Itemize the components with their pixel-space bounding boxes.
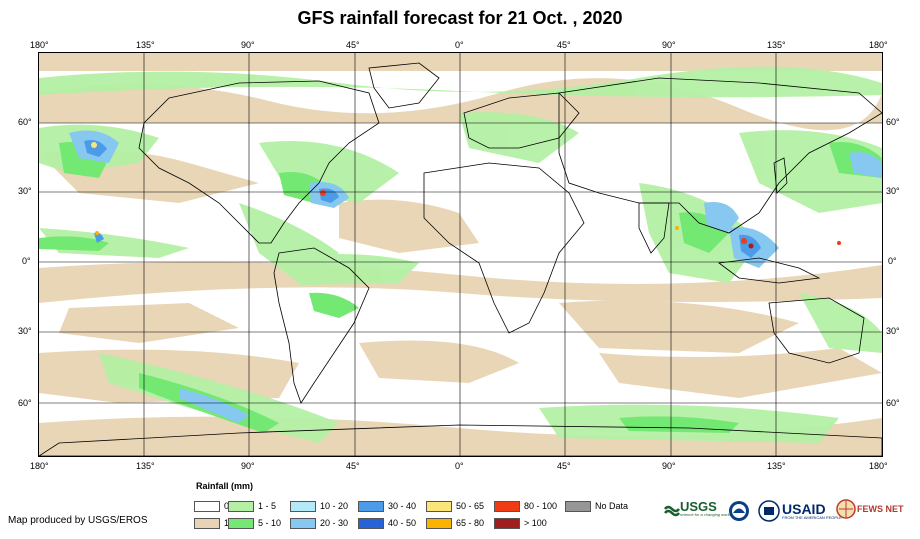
- usaid-seal-icon: [758, 500, 780, 522]
- lon-label: 90°: [662, 40, 676, 50]
- legend-item-4: 10 - 20: [290, 500, 348, 512]
- lon-label: 45°: [346, 461, 360, 471]
- lon-label: 135°: [136, 461, 155, 471]
- lat-label: 60°: [886, 398, 900, 408]
- rainfall-map-canvas: [39, 53, 882, 456]
- legend-swatch: [290, 500, 316, 512]
- lon-label: 180°: [30, 461, 49, 471]
- legend-item-5: 20 - 30: [290, 517, 348, 529]
- legend-label: > 100: [524, 518, 547, 528]
- legend-item-12: No Data: [565, 500, 628, 512]
- lon-label: 0°: [455, 461, 464, 471]
- usaid-wordmark: USAID: [782, 501, 826, 517]
- usaid-tagline: FROM THE AMERICAN PEOPLE: [782, 515, 842, 520]
- legend-swatch: [194, 500, 220, 512]
- legend-label: No Data: [595, 501, 629, 511]
- lon-label: 45°: [557, 461, 571, 471]
- legend-label: 80 - 100: [524, 501, 558, 511]
- legend-swatch: [228, 500, 254, 512]
- legend-swatch: [565, 500, 591, 512]
- map-title: GFS rainfall forecast for 21 Oct. , 2020: [297, 8, 623, 28]
- legend-swatch: [426, 500, 452, 512]
- legend-item-2: 1 - 5: [228, 500, 276, 512]
- legend-title: Rainfall (mm): [196, 481, 254, 491]
- noaa-logo: [728, 500, 750, 522]
- legend-item-10: 80 - 100: [494, 500, 557, 512]
- usgs-tagline: science for a changing world: [680, 512, 731, 517]
- legend-label: 40 - 50: [388, 518, 417, 528]
- legend-swatch: [290, 517, 316, 529]
- lon-label: 90°: [241, 461, 255, 471]
- lat-label: 60°: [18, 117, 32, 127]
- lon-label: 135°: [136, 40, 155, 50]
- legend-label: 10 - 20: [320, 501, 349, 511]
- lat-label: 30°: [886, 326, 900, 336]
- lon-label: 180°: [30, 40, 49, 50]
- legend-item-6: 30 - 40: [358, 500, 416, 512]
- rainfall-map: [38, 52, 883, 457]
- usgs-logo: USGS science for a changing world: [664, 500, 731, 517]
- legend-swatch: [358, 517, 384, 529]
- lat-label: 60°: [886, 117, 900, 127]
- fewsnet-globe-icon: [836, 499, 856, 519]
- legend-label: 50 - 65: [456, 501, 485, 511]
- legend-swatch: [494, 517, 520, 529]
- lon-label: 90°: [241, 40, 255, 50]
- lon-label: 0°: [455, 40, 464, 50]
- legend-label: 5 - 10: [258, 518, 282, 528]
- legend-label: 20 - 30: [320, 518, 349, 528]
- legend-item-3: 5 - 10: [228, 517, 281, 529]
- lat-label: 60°: [18, 398, 32, 408]
- legend-label: 1 - 5: [258, 501, 277, 511]
- lon-label: 180°: [869, 40, 888, 50]
- credit-text: Map produced by USGS/EROS: [8, 515, 148, 526]
- legend-swatch: [228, 517, 254, 529]
- legend-item-0: 0: [194, 500, 229, 512]
- legend-label: 30 - 40: [388, 501, 417, 511]
- lon-label: 180°: [869, 461, 888, 471]
- lon-label: 135°: [767, 40, 786, 50]
- continent-outlines: [39, 62, 882, 456]
- lon-label: 45°: [346, 40, 360, 50]
- usaid-logo: USAID FROM THE AMERICAN PEOPLE: [758, 500, 842, 522]
- legend-label: 65 - 80: [456, 518, 485, 528]
- legend-item-11: > 100: [494, 517, 547, 529]
- lon-label: 90°: [662, 461, 676, 471]
- lat-label: 30°: [18, 326, 32, 336]
- lat-label: 0°: [22, 256, 31, 266]
- legend-item-1: 1: [194, 517, 229, 529]
- lat-label: 0°: [888, 256, 897, 266]
- noaa-seal-icon: [729, 501, 749, 521]
- legend-swatch: [494, 500, 520, 512]
- rainfall-field: [39, 53, 882, 456]
- lon-label: 135°: [767, 461, 786, 471]
- legend-swatch: [358, 500, 384, 512]
- fewsnet-logo: FEWS NET: [836, 499, 904, 519]
- legend-label: 1: [224, 518, 230, 528]
- legend-label: 0: [224, 501, 230, 511]
- lat-label: 30°: [886, 186, 900, 196]
- legend-swatch: [426, 517, 452, 529]
- usgs-wordmark: USGS: [680, 499, 717, 514]
- legend-item-8: 50 - 65: [426, 500, 484, 512]
- graticule: [39, 53, 882, 456]
- legend-item-7: 40 - 50: [358, 517, 416, 529]
- lat-label: 30°: [18, 186, 32, 196]
- legend-item-9: 65 - 80: [426, 517, 484, 529]
- usgs-wave-icon: [664, 505, 680, 516]
- fewsnet-wordmark: FEWS NET: [857, 504, 904, 514]
- lon-label: 45°: [557, 40, 571, 50]
- legend-swatch: [194, 517, 220, 529]
